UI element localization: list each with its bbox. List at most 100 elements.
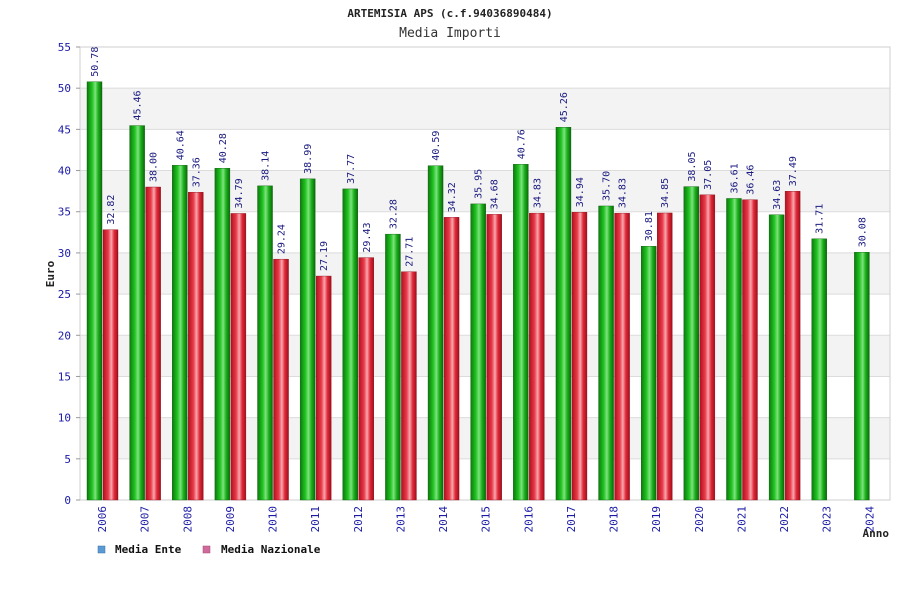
x-tick-label: 2013 [394,506,407,533]
y-tick-label: 50 [58,82,71,95]
bar-media-ente [683,186,700,501]
x-axis-label: Anno [863,527,890,540]
y-tick-label: 10 [58,412,71,425]
bar-media-nazionale [614,212,630,501]
bar-media-ente [129,125,145,501]
x-tick-label: 2012 [352,506,365,533]
y-tick-label: 15 [58,370,71,383]
x-tick-label: 2015 [480,506,493,533]
bar-media-nazionale [529,212,545,501]
x-tick-label: 2024 [863,506,876,533]
bar-media-nazionale [784,191,801,501]
bar-media-ente [598,205,614,501]
y-axis-label: Euro [44,260,57,287]
y-axis-ticks: 0 5 10 15 20 25 30 35 40 45 50 55 [58,41,80,507]
value-label-media-ente: 40.59 [431,131,442,161]
x-tick-label: 2021 [735,506,748,533]
bar-media-nazionale [358,257,374,501]
bar-media-ente [641,246,657,501]
legend: Media Ente Media Nazionale [97,543,321,556]
bar-media-nazionale [571,212,588,501]
y-tick-label: 30 [58,247,71,260]
value-label-media-ente: 30.81 [644,211,655,241]
bar-media-ente [726,198,742,501]
bar-media-ente [470,203,486,501]
x-axis-ticks: 2006 2007 2008 2009 2010 2011 2012 2013 2014 2015… [96,506,876,533]
value-label-media-nazionale: 36.46 [745,165,756,195]
plot-band [80,88,890,130]
y-tick-label: 25 [58,288,71,301]
value-label-media-ente: 40.64 [175,130,186,160]
value-label-media-ente: 37.77 [346,154,357,184]
bar-media-nazionale [443,217,460,501]
y-tick-label: 45 [58,123,71,136]
value-label-media-nazionale: 34.85 [660,178,671,208]
x-tick-label: 2023 [821,506,834,533]
x-tick-label: 2011 [309,506,322,533]
plot-band [80,47,890,89]
value-label-media-nazionale: 37.36 [191,157,202,187]
legend-swatch-media-nazionale [202,545,211,554]
value-label-media-nazionale: 29.24 [277,224,288,254]
value-label-media-ente: 35.95 [474,169,485,199]
bar-media-ente [513,164,529,501]
value-label-media-nazionale: 34.68 [490,179,501,209]
bar-media-ente [854,252,870,501]
value-label-media-ente: 30.08 [857,217,868,247]
bar-media-ente [342,188,358,501]
x-tick-label: 2008 [181,506,194,533]
y-tick-label: 55 [58,41,71,54]
value-labels: 50.78 32.82 45.46 38.00 40.64 37.36 40.28 34.79… [90,47,868,271]
bar-media-ente [172,165,188,501]
value-label-media-nazionale: 34.79 [234,178,245,208]
bar-media-ente [257,185,273,501]
value-label-media-ente: 40.76 [516,129,527,159]
bars [86,81,870,501]
value-label-media-ente: 45.26 [559,92,570,122]
value-label-media-ente: 34.63 [772,180,783,210]
value-label-media-ente: 32.28 [388,199,399,229]
x-tick-label: 2010 [267,506,280,533]
bar-media-ente [768,214,785,501]
x-tick-label: 2022 [778,506,791,533]
plot-band [80,129,890,171]
value-label-media-ente: 38.99 [303,144,314,174]
y-tick-label: 0 [64,494,71,507]
value-label-media-ente: 38.14 [261,151,272,181]
value-label-media-ente: 50.78 [90,47,101,77]
value-label-media-ente: 31.71 [815,204,826,234]
value-label-media-ente: 35.70 [602,171,613,201]
value-label-media-nazionale: 34.94 [575,177,586,207]
value-label-media-nazionale: 27.19 [319,241,330,271]
bar-media-nazionale [315,275,332,501]
chart-subtitle: Media Importi [399,26,501,41]
bar-media-nazionale [401,271,417,501]
x-tick-label: 2020 [693,506,706,533]
x-tick-label: 2019 [650,506,663,533]
bar-media-nazionale [657,212,673,501]
x-tick-label: 2014 [437,506,450,533]
value-label-media-nazionale: 37.49 [788,156,799,186]
bar-media-ente [86,81,103,501]
value-label-media-ente: 45.46 [133,90,144,120]
bar-media-nazionale [102,229,119,501]
legend-swatch-media-ente [97,545,106,554]
x-tick-label: 2007 [139,506,152,533]
bar-media-nazionale [486,214,502,501]
value-label-media-ente: 38.05 [687,151,698,181]
y-tick-label: 20 [58,329,71,342]
value-label-media-nazionale: 34.83 [618,178,629,208]
x-tick-label: 2017 [565,506,578,533]
bar-media-ente [811,238,827,501]
bar-media-nazionale [742,199,758,501]
bar-media-ente [555,127,572,501]
legend-label-media-nazionale: Media Nazionale [221,543,321,556]
bar-media-nazionale [188,192,204,501]
value-label-media-nazionale: 32.82 [106,195,117,225]
legend-label-media-ente: Media Ente [115,543,182,556]
bar-media-nazionale [273,258,289,501]
chart-title: ARTEMISIA APS (c.f.94036890484) [347,7,552,20]
value-label-media-nazionale: 34.83 [532,178,543,208]
